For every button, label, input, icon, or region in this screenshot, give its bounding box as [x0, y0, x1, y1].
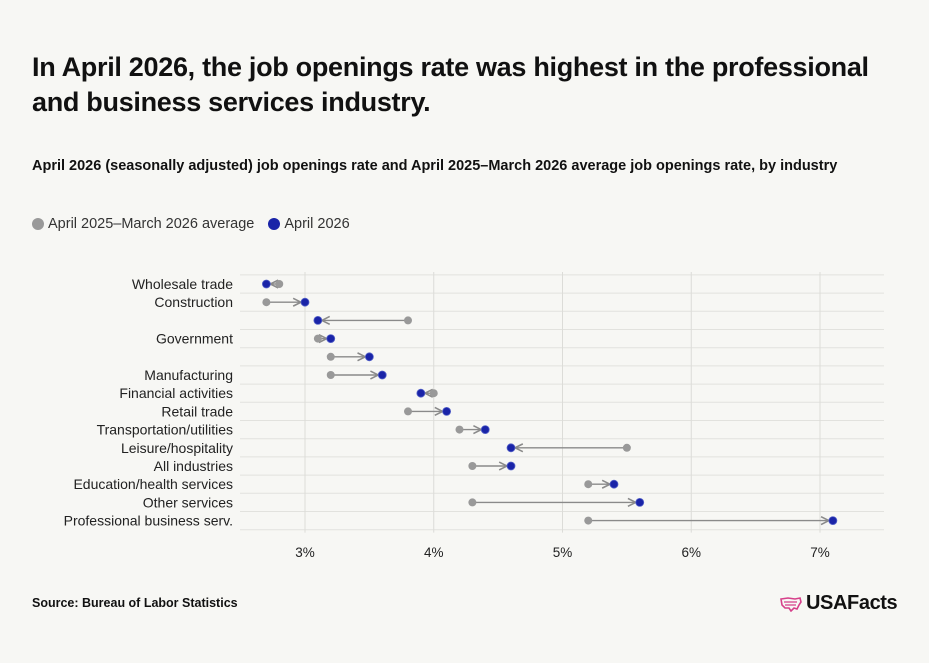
- april-2026-point: [313, 316, 323, 325]
- chart-title: In April 2026, the job openings rate was…: [32, 52, 869, 117]
- source-note: Source: Bureau of Labor Statistics: [32, 596, 238, 610]
- row-label: Leisure/hospitality: [121, 440, 233, 456]
- x-tick-label: 5%: [553, 545, 573, 560]
- row-label: Wholesale trade: [132, 276, 233, 292]
- april-2026-point: [506, 443, 516, 453]
- brand-name: USAFacts: [806, 592, 898, 614]
- april-2026-point: [828, 516, 838, 526]
- row-label: Construction: [154, 294, 233, 310]
- average-point: [468, 498, 477, 507]
- april-2026-point: [377, 370, 387, 380]
- april-2026-point: [609, 479, 619, 489]
- april-2026-point: [442, 406, 452, 416]
- april-2026-point: [326, 334, 336, 343]
- average-point: [429, 389, 438, 398]
- x-tick-label: 6%: [681, 545, 701, 560]
- average-point: [404, 407, 412, 416]
- average-point: [622, 443, 631, 452]
- average-point: [262, 298, 271, 307]
- legend-swatch-current: [268, 218, 281, 230]
- average-point: [404, 316, 412, 325]
- row-label: Retail trade: [161, 403, 233, 419]
- brand-logo: USAFacts: [780, 592, 898, 615]
- april-2026-point: [261, 279, 271, 289]
- legend-swatch-average: [32, 218, 44, 230]
- average-point: [275, 280, 284, 288]
- dot-arrow-chart: 3% 4% 5% 6% 7% Wholesale trade Construction Gov…: [64, 272, 884, 560]
- row-label: Other services: [143, 494, 233, 510]
- april-2026-point: [300, 297, 310, 307]
- average-point: [455, 425, 464, 434]
- average-point: [584, 480, 593, 489]
- x-tick-label: 4%: [424, 545, 444, 560]
- average-point: [326, 352, 335, 361]
- april-2026-point: [416, 388, 426, 398]
- april-2026-point: [635, 497, 645, 507]
- april-2026-point: [480, 425, 490, 435]
- row-label: Education/health services: [73, 476, 233, 492]
- row-label: Financial activities: [119, 385, 233, 401]
- legend-item-current: April 2026: [268, 216, 350, 232]
- row-label: Manufacturing: [144, 367, 233, 383]
- row-label: All industries: [154, 458, 233, 474]
- row-label: Government: [156, 331, 233, 347]
- average-point: [326, 371, 335, 379]
- usa-map-icon: [780, 596, 802, 612]
- legend-item-average: April 2025–March 2026 average: [32, 216, 254, 232]
- x-tick-label: 7%: [810, 545, 830, 560]
- legend-label-average: April 2025–March 2026 average: [48, 216, 255, 232]
- chart-subtitle: April 2026 (seasonally adjusted) job ope…: [32, 158, 838, 174]
- average-point: [584, 516, 593, 525]
- legend: April 2025–March 2026 average April 2026: [32, 216, 364, 232]
- row-label: Transportation/utilities: [97, 422, 233, 438]
- legend-label-current: April 2026: [284, 216, 350, 232]
- april-2026-point: [364, 352, 374, 362]
- average-point: [313, 334, 322, 343]
- row-label: Professional business serv.: [64, 513, 233, 529]
- x-tick-label: 3%: [295, 545, 315, 560]
- average-point: [468, 462, 477, 470]
- april-2026-point: [506, 461, 516, 471]
